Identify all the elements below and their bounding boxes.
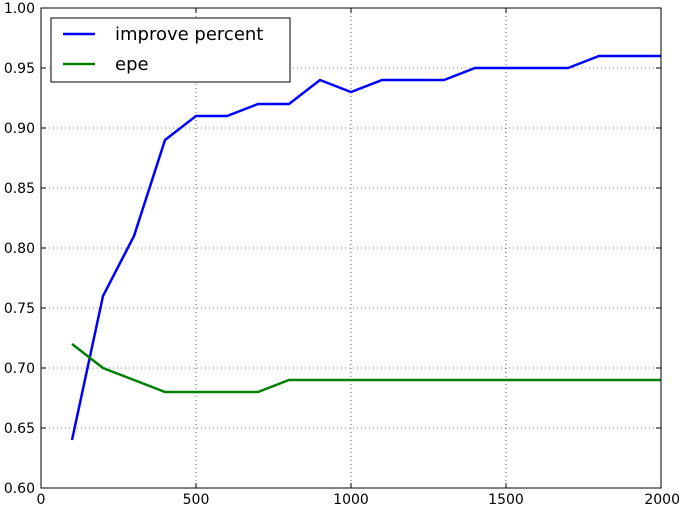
legend-box bbox=[50, 17, 291, 83]
series-line-0 bbox=[70, 54, 661, 441]
x-tick-label: 1000 bbox=[333, 492, 369, 508]
legend: improve percent epe bbox=[50, 17, 291, 83]
y-tick-label: 0.90 bbox=[4, 121, 35, 137]
x-tick-label: 2000 bbox=[644, 492, 680, 508]
y-tick-label: 0.75 bbox=[4, 301, 35, 317]
y-tick-label: 0.85 bbox=[4, 181, 35, 197]
axis-tick-labels: 0 500 1000 1500 2000 0.60 0.65 0.70 0.75 0.80 0.85… bbox=[4, 1, 680, 508]
legend-label-0: improve percent bbox=[115, 24, 263, 45]
y-tick-label: 0.70 bbox=[4, 361, 35, 377]
axis-ticks bbox=[40, 7, 662, 489]
legend-label-1: epe bbox=[115, 54, 149, 75]
y-tick-label: 0.80 bbox=[4, 241, 35, 257]
y-tick-label: 0.95 bbox=[4, 61, 35, 77]
y-tick-label: 1.00 bbox=[4, 1, 35, 17]
x-tick-label: 500 bbox=[183, 492, 210, 508]
series-layer bbox=[70, 54, 661, 441]
y-tick-label: 0.60 bbox=[4, 481, 35, 497]
y-tick-label: 0.65 bbox=[4, 421, 35, 437]
x-tick-label: 0 bbox=[37, 492, 46, 508]
x-tick-label: 1500 bbox=[488, 492, 524, 508]
series-line-1 bbox=[71, 343, 661, 394]
